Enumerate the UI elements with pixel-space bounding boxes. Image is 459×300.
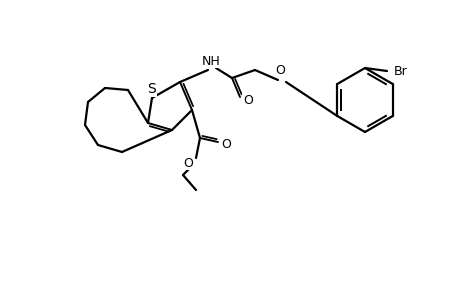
Text: O: O (221, 137, 230, 151)
Text: NH: NH (201, 55, 220, 68)
Text: O: O (274, 64, 284, 76)
Text: O: O (183, 157, 192, 169)
Text: O: O (242, 94, 252, 106)
Text: Br: Br (393, 64, 407, 77)
Text: S: S (147, 82, 156, 96)
